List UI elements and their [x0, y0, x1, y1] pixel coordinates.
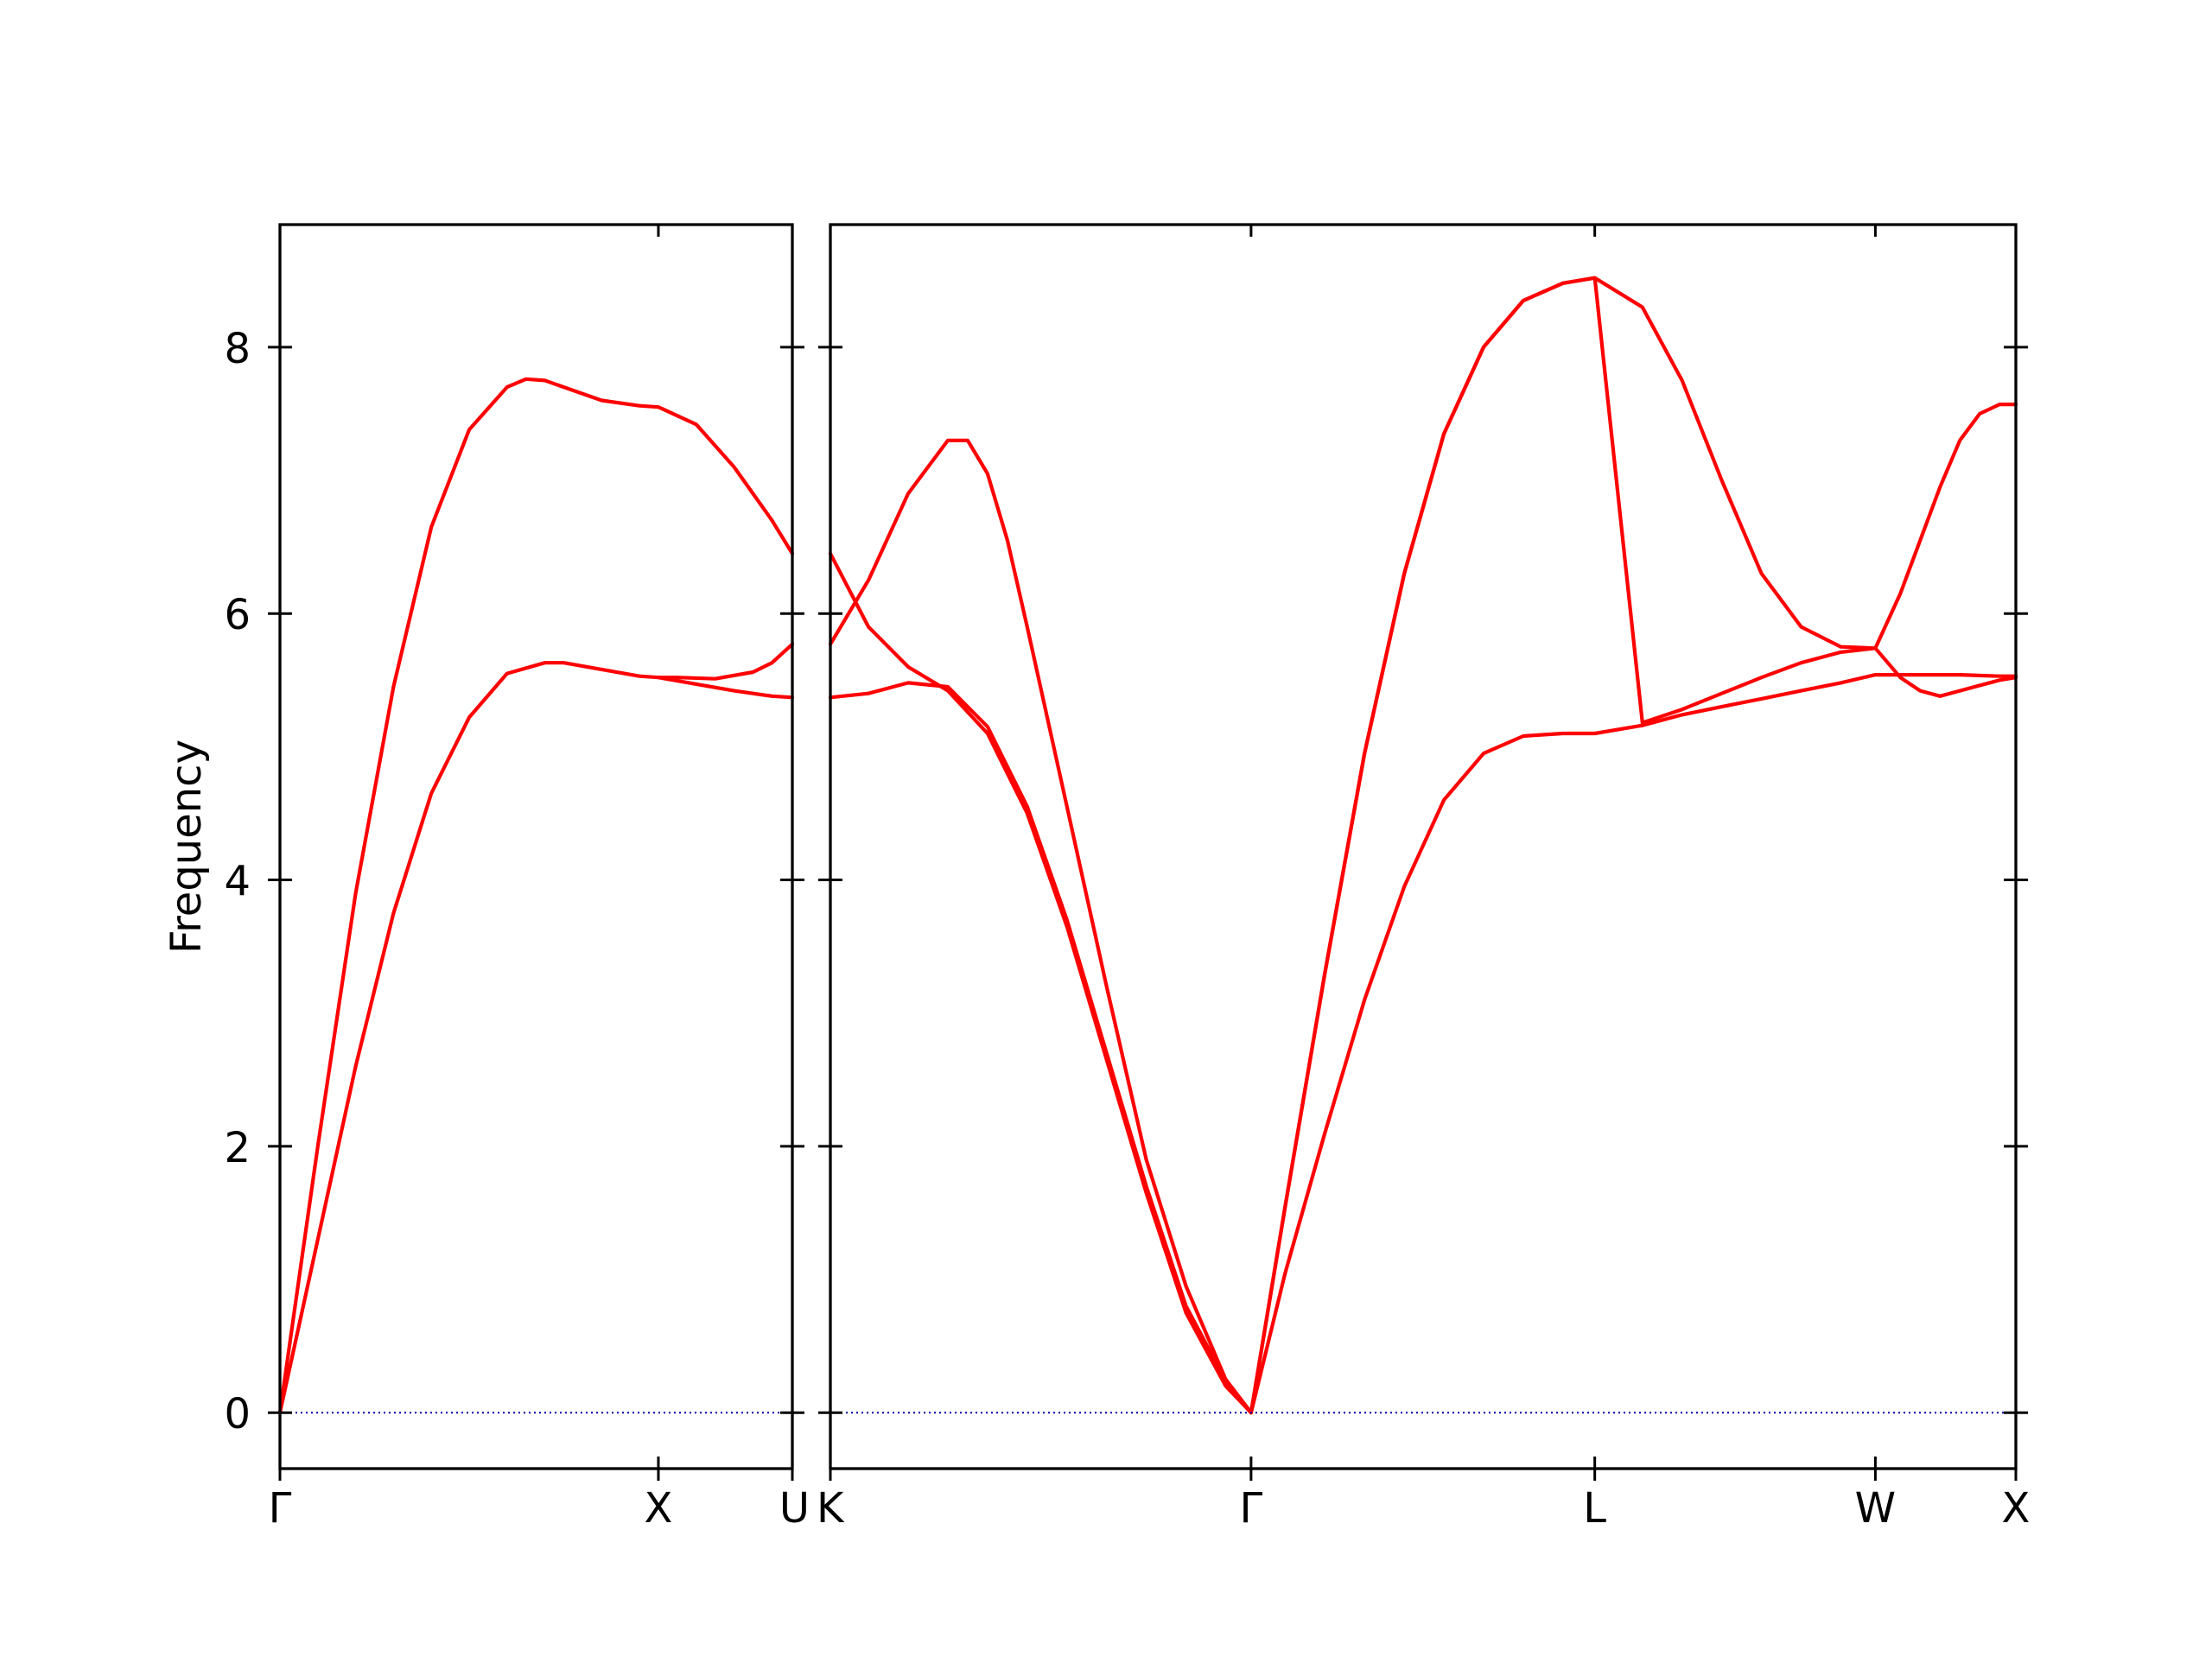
y-tick-label: 0: [224, 1390, 251, 1438]
band-line-2-5: [1249, 276, 2018, 1415]
y-tick-label: 4: [224, 858, 251, 906]
band-line-1-2: [277, 377, 795, 1415]
x-tick-label-x: X: [645, 1484, 673, 1533]
band-line-2-6: [1249, 276, 2018, 1415]
plot-frame: [278, 223, 794, 1470]
x-tick-label-l: L: [1583, 1484, 1606, 1533]
x-tick-label-x: X: [2002, 1484, 2031, 1533]
y-tick-label: 6: [224, 591, 251, 639]
y-tick-label: 2: [224, 1124, 251, 1172]
x-tick-label-k: K: [817, 1484, 845, 1533]
plot-frame: [829, 223, 2018, 1470]
band-line-1-3: [656, 642, 795, 681]
band-line-2-1: [828, 681, 1253, 1415]
band-line-1-1: [277, 661, 795, 1415]
x-tick-label-u: U: [779, 1484, 810, 1533]
panel-1: 0 2 4 6 8 Γ X U: [224, 223, 810, 1533]
y-axis-label: Frequency: [162, 739, 211, 954]
y-tick-label: 8: [224, 325, 251, 373]
band-line-2-2: [828, 551, 1253, 1415]
x-tick-label-gamma: Γ: [1240, 1484, 1263, 1533]
x-tick-label-gamma: Γ: [269, 1484, 292, 1533]
band-line-2-3: [828, 438, 1253, 1415]
band-line-2-4: [1249, 673, 2018, 1415]
x-tick-label-w: W: [1855, 1484, 1896, 1533]
